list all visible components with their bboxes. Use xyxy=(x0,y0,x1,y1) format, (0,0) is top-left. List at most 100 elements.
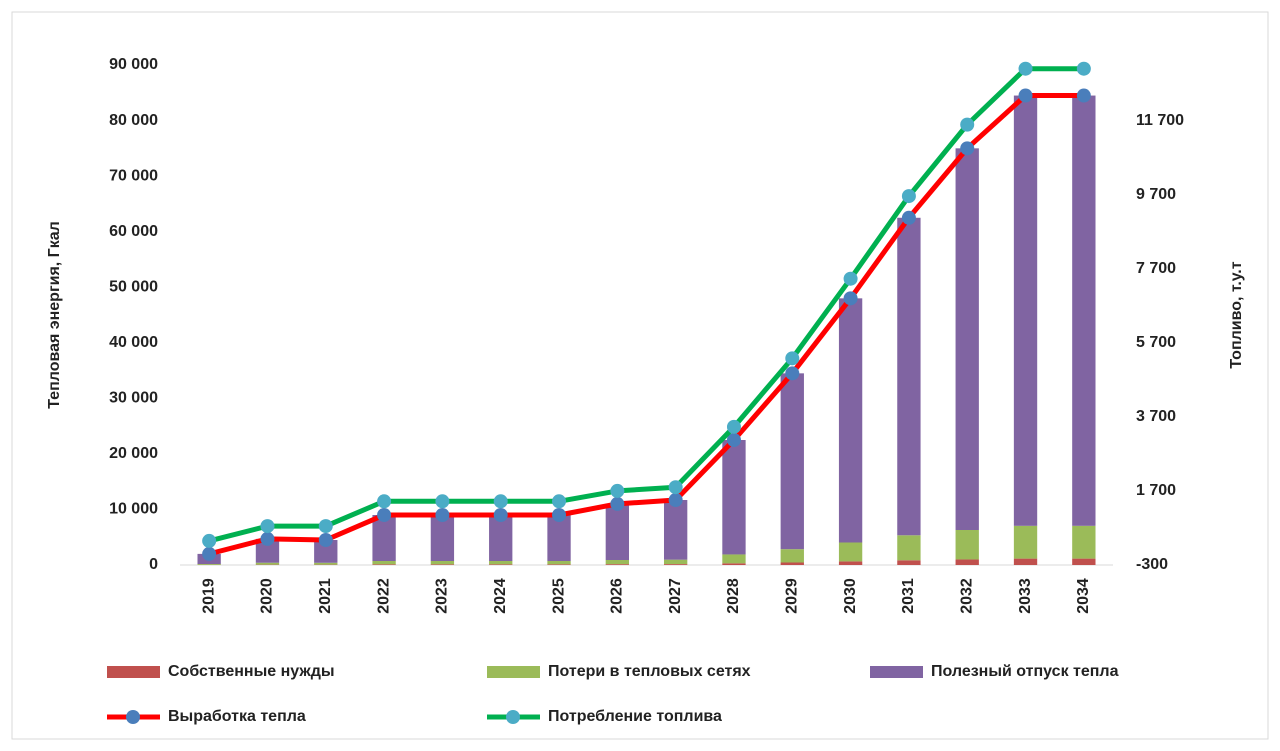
bar xyxy=(722,440,746,555)
bar xyxy=(1013,525,1038,559)
legend-swatch xyxy=(870,666,923,678)
bar xyxy=(780,562,804,565)
marker xyxy=(901,210,916,225)
marker xyxy=(668,480,683,495)
marker xyxy=(1076,88,1091,103)
bar xyxy=(372,515,396,561)
x-tick-label: 2028 xyxy=(725,578,742,614)
bar xyxy=(197,564,221,565)
bar xyxy=(955,530,979,560)
marker xyxy=(726,419,741,434)
bar xyxy=(838,561,863,565)
marker xyxy=(1018,88,1033,103)
y2-tick-label: 5 700 xyxy=(1136,334,1176,351)
x-tick-label: 2023 xyxy=(434,578,451,614)
x-tick-label: 2026 xyxy=(609,578,626,614)
marker xyxy=(202,546,217,561)
marker xyxy=(260,519,275,534)
bar xyxy=(314,562,338,565)
bar xyxy=(897,217,921,536)
bar xyxy=(547,561,571,565)
marker xyxy=(1018,61,1033,76)
legend-marker xyxy=(126,710,140,724)
marker xyxy=(960,141,975,156)
y2-tick-label: 7 700 xyxy=(1136,260,1176,277)
x-tick-label: 2021 xyxy=(317,578,334,614)
bar xyxy=(1072,525,1096,559)
bar xyxy=(663,559,688,565)
y-tick-label: 90 000 xyxy=(109,56,158,73)
x-tick-label: 2024 xyxy=(492,578,509,614)
legend-label: Выработка тепла xyxy=(168,708,306,725)
bar xyxy=(838,298,863,543)
bar xyxy=(314,540,338,563)
marker xyxy=(843,291,858,306)
marker xyxy=(610,483,625,498)
marker xyxy=(318,519,333,534)
bar xyxy=(372,561,396,565)
bar xyxy=(489,561,513,565)
bar xyxy=(430,564,455,565)
bar xyxy=(547,515,571,561)
legend-swatch xyxy=(107,666,160,678)
marker xyxy=(843,271,858,286)
y-tick-label: 20 000 xyxy=(109,445,158,462)
y-axis-title: Тепловая энергия, Гкал xyxy=(46,221,63,409)
x-tick-label: 2030 xyxy=(842,578,859,614)
bar xyxy=(780,549,804,563)
bar xyxy=(605,564,630,565)
bar xyxy=(1013,558,1038,565)
bar xyxy=(547,564,571,565)
bar xyxy=(605,560,630,565)
marker xyxy=(726,433,741,447)
bar xyxy=(489,515,513,561)
bar xyxy=(722,554,746,564)
x-tick-label: 2031 xyxy=(900,578,917,614)
bar xyxy=(1072,95,1096,526)
x-tick-label: 2020 xyxy=(259,578,276,614)
legend-label: Потери в тепловых сетях xyxy=(548,663,751,680)
marker xyxy=(260,531,275,546)
y-tick-label: 60 000 xyxy=(109,223,158,240)
y-tick-label: 70 000 xyxy=(109,167,158,184)
bar xyxy=(663,500,688,560)
line xyxy=(208,93,1084,557)
bar xyxy=(955,148,979,531)
bar xyxy=(663,564,688,565)
bar xyxy=(605,503,630,560)
marker xyxy=(1076,61,1091,76)
y2-tick-label: 11 700 xyxy=(1136,112,1184,129)
legend-marker xyxy=(506,710,520,724)
bar xyxy=(430,561,455,565)
marker xyxy=(960,117,975,132)
marker xyxy=(785,366,800,381)
y2-tick-label: 3 700 xyxy=(1136,408,1176,425)
y-tick-label: 80 000 xyxy=(109,112,158,129)
bar xyxy=(255,562,280,565)
marker xyxy=(552,508,567,522)
y-tick-label: 40 000 xyxy=(109,334,158,351)
y2-tick-label: 1 700 xyxy=(1136,482,1176,499)
bar xyxy=(897,560,921,565)
bar xyxy=(897,535,921,561)
y-tick-label: 30 000 xyxy=(109,390,158,407)
chart-border xyxy=(11,11,1269,740)
marker xyxy=(493,494,508,509)
bar xyxy=(1072,558,1096,565)
bar xyxy=(780,373,804,550)
marker xyxy=(377,494,392,509)
marker xyxy=(610,496,625,511)
x-tick-label: 2033 xyxy=(1017,578,1034,614)
bar xyxy=(1013,95,1038,526)
marker xyxy=(901,189,916,204)
marker xyxy=(552,494,567,509)
bar xyxy=(255,538,280,563)
x-tick-label: 2025 xyxy=(550,578,567,614)
marker xyxy=(785,351,800,366)
bar xyxy=(838,542,863,562)
bar xyxy=(372,564,396,565)
y2-tick-label: -300 xyxy=(1136,556,1168,573)
legend-label: Собственные нужды xyxy=(168,663,335,680)
marker xyxy=(202,533,217,548)
y-tick-label: 10 000 xyxy=(109,501,158,518)
